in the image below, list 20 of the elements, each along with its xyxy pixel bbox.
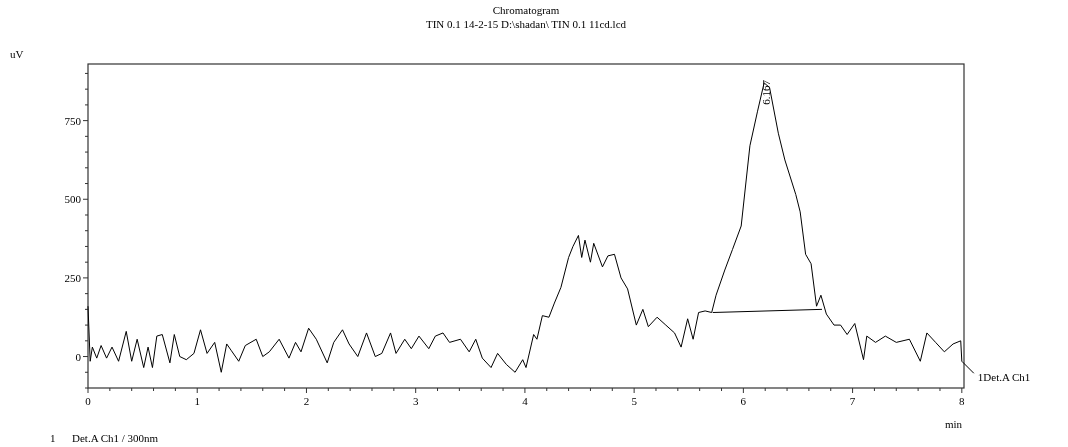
legend-label: 1Det.A Ch1 [977,371,1031,384]
chart-title: Chromatogram [492,4,560,16]
x-axis-title: min [944,418,963,430]
y-tick-label: 500 [64,193,82,206]
x-tick-label: 6 [740,395,747,407]
y-axis-title: uV [10,48,24,60]
x-tick-label: 7 [849,395,856,407]
x-tick-label: 0 [85,395,92,407]
x-tick-label: 3 [412,395,419,407]
x-tick-label: 1 [194,395,200,407]
y-tick-label: 250 [64,271,82,284]
chart-subtitle: TIN 0.1 14-2-15 D:\shadan\ TIN 0.1 11cd.lcd [425,18,627,30]
x-tick-label: 4 [522,395,529,407]
text: 1 Det.A Ch1 / 300nm [50,432,159,444]
y-tick-label: 0 [75,350,82,363]
x-tick-label: 8 [959,395,966,407]
y-tick-label: 750 [64,114,82,127]
x-tick-label: 5 [631,395,638,407]
annotation: 6.167 [759,79,772,105]
x-tick-label: 2 [303,395,310,407]
